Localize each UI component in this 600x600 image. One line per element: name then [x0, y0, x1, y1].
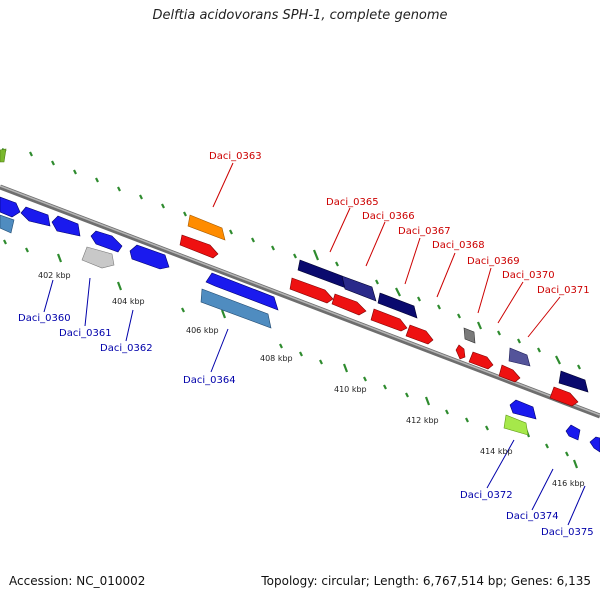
gene-forward[interactable]	[498, 364, 521, 383]
forward-strand-genes[interactable]	[179, 214, 589, 407]
gene-forward[interactable]	[377, 292, 418, 319]
gene-label-forward[interactable]: Daci_0367	[398, 226, 451, 237]
gene-label-forward[interactable]: Daci_0371	[537, 285, 590, 296]
gene-forward[interactable]	[179, 234, 219, 259]
gene-reverse[interactable]	[0, 196, 21, 218]
scale-label: 412 kbp	[406, 416, 439, 425]
gene-label-forward[interactable]: Daci_0368	[432, 240, 485, 251]
gene-label-forward[interactable]: Daci_0366	[362, 211, 415, 222]
gene-label-reverse[interactable]: Daci_0361	[59, 328, 112, 339]
forward-gene-labels[interactable]: Daci_0363 Daci_0365 Daci_0366 Daci_0367 …	[209, 151, 590, 296]
gene-reverse[interactable]	[200, 288, 272, 329]
scale-label: 402 kbp	[38, 271, 71, 280]
gene-forward[interactable]	[289, 277, 334, 304]
genome-backbone	[0, 184, 600, 419]
gene-label-reverse[interactable]: Daci_0372	[460, 490, 513, 501]
gene-fragment-green[interactable]	[0, 148, 7, 163]
reverse-gene-labels[interactable]: Daci_0360 Daci_0361 Daci_0362 Daci_0364 …	[18, 313, 594, 538]
gene-forward[interactable]	[370, 308, 408, 332]
gene-forward[interactable]	[558, 370, 589, 393]
gene-forward[interactable]	[187, 214, 226, 241]
scale-label: 416 kbp	[552, 479, 585, 488]
gene-label-reverse[interactable]: Daci_0375	[541, 527, 594, 538]
gene-label-reverse[interactable]: Daci_0374	[506, 511, 559, 522]
gene-label-forward[interactable]: Daci_0369	[467, 256, 520, 267]
gene-forward[interactable]	[468, 351, 494, 370]
gene-reverse[interactable]	[51, 215, 81, 237]
genome-summary-text: Topology: circular; Length: 6,767,514 bp…	[261, 574, 591, 588]
scale-label: 406 kbp	[186, 326, 219, 335]
gene-label-reverse[interactable]: Daci_0360	[18, 313, 71, 324]
gene-reverse[interactable]	[205, 272, 279, 311]
map-title: Delftia acidovorans SPH-1, complete geno…	[152, 8, 448, 23]
gene-label-reverse[interactable]: Daci_0364	[183, 375, 236, 386]
gene-forward[interactable]	[549, 386, 579, 407]
forward-label-leaders	[212, 162, 561, 338]
scale-labels: 402 kbp 404 kbp 406 kbp 408 kbp 410 kbp …	[38, 271, 585, 488]
reverse-strand-genes[interactable]	[0, 196, 600, 453]
gene-reverse[interactable]	[20, 206, 51, 227]
scale-label: 404 kbp	[112, 297, 145, 306]
gene-reverse[interactable]	[509, 399, 537, 420]
accession-text: Accession: NC_010002	[9, 574, 146, 588]
gene-reverse[interactable]	[81, 246, 115, 269]
gene-reverse[interactable]	[129, 244, 170, 270]
scale-label: 408 kbp	[260, 354, 293, 363]
gene-reverse[interactable]	[565, 424, 581, 441]
gene-label-reverse[interactable]: Daci_0362	[100, 343, 153, 354]
gene-label-forward[interactable]: Daci_0363	[209, 151, 262, 162]
gene-label-forward[interactable]: Daci_0370	[502, 270, 555, 281]
gene-forward[interactable]	[341, 275, 377, 302]
gene-forward[interactable]	[331, 293, 367, 316]
scale-label: 410 kbp	[334, 385, 367, 394]
gene-reverse[interactable]	[0, 214, 15, 234]
reverse-label-leaders	[43, 277, 586, 526]
gene-forward[interactable]	[463, 327, 476, 344]
gene-reverse[interactable]	[90, 230, 123, 253]
gene-forward[interactable]	[405, 324, 434, 345]
tick-track-outer	[1, 148, 581, 370]
gene-reverse[interactable]	[589, 436, 600, 453]
gene-label-forward[interactable]: Daci_0365	[326, 197, 379, 208]
gene-reverse[interactable]	[503, 414, 529, 436]
gene-forward[interactable]	[508, 347, 531, 367]
scale-label: 414 kbp	[480, 447, 513, 456]
gene-forward[interactable]	[455, 344, 466, 360]
